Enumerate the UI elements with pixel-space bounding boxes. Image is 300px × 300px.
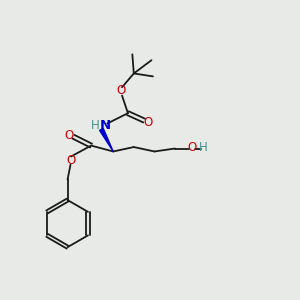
Polygon shape xyxy=(100,128,113,152)
Text: O: O xyxy=(117,84,126,97)
Text: O: O xyxy=(144,116,153,128)
Text: O: O xyxy=(188,141,197,154)
Text: H: H xyxy=(91,119,99,132)
Text: O: O xyxy=(67,154,76,166)
Text: N: N xyxy=(99,119,110,132)
Text: H: H xyxy=(199,141,208,154)
Text: O: O xyxy=(65,129,74,142)
